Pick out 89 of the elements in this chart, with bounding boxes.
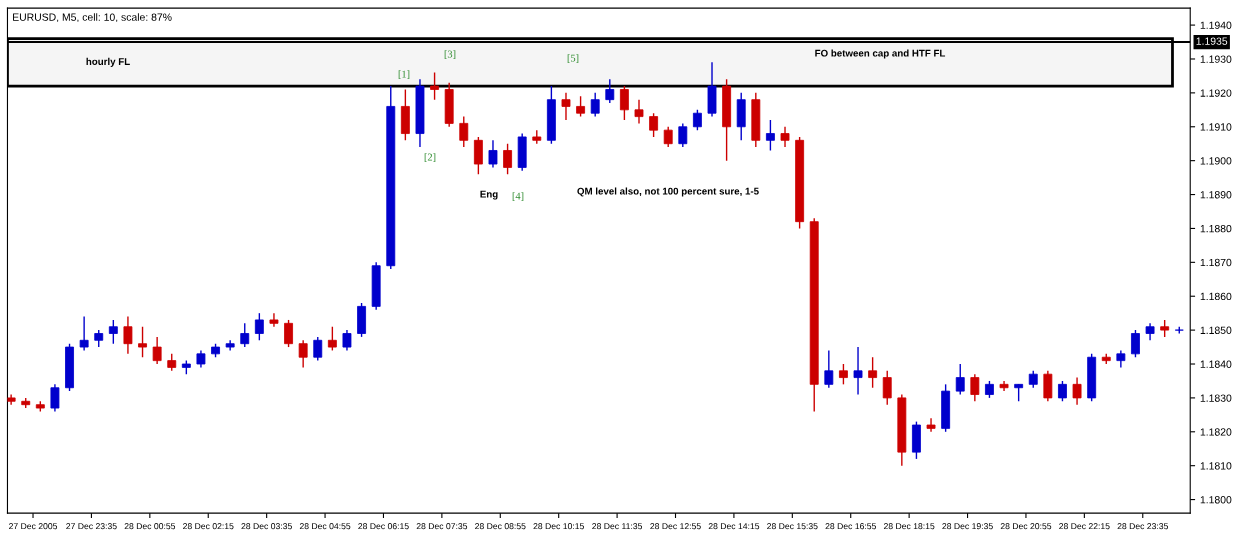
candlestick xyxy=(1131,329,1140,358)
x-tick-label: 28 Dec 07:35 xyxy=(416,523,468,530)
candlestick xyxy=(50,383,60,413)
x-tick-label: 28 Dec 00:55 xyxy=(124,523,176,530)
x-tick-label: 28 Dec 06:15 xyxy=(358,523,409,530)
y-tick-label: 1.1810 xyxy=(1200,462,1232,470)
candlestick xyxy=(838,363,848,386)
band-label: hourly FL xyxy=(86,57,130,67)
x-tick-label: 28 Dec 04:55 xyxy=(299,523,351,530)
candlestick xyxy=(605,78,615,104)
annotation: [3] xyxy=(444,50,456,59)
candlestick xyxy=(882,370,892,406)
candlestick xyxy=(970,373,980,402)
x-tick-label: 28 Dec 18:15 xyxy=(883,523,935,530)
x-tick-label: 28 Dec 22:15 xyxy=(1059,523,1110,530)
candlestick xyxy=(240,322,250,348)
x-tick-label: 28 Dec 11:35 xyxy=(592,523,643,530)
y-tick-label: 1.1920 xyxy=(1200,89,1232,97)
y-tick-label: 1.1890 xyxy=(1200,191,1232,199)
y-tick-label: 1.1800 xyxy=(1200,496,1232,504)
candlestick xyxy=(824,349,834,389)
annotation: QM level also, not 100 percent sure, 1-5 xyxy=(577,187,759,197)
candlestick xyxy=(765,119,775,152)
x-tick-label: 28 Dec 20:55 xyxy=(1000,523,1052,530)
candlestick xyxy=(342,329,352,352)
candlestick xyxy=(313,336,323,362)
y-tick-label: 1.1940 xyxy=(1200,21,1232,29)
candlestick xyxy=(254,312,264,341)
y-tick-label: 1.1860 xyxy=(1200,292,1232,301)
candlestick xyxy=(503,143,513,175)
candlestick xyxy=(430,71,440,101)
x-tick-label: 28 Dec 10:15 xyxy=(533,523,584,530)
x-tick-label: 28 Dec 19:35 xyxy=(942,523,993,530)
candlestick xyxy=(269,312,279,328)
candlestick xyxy=(955,363,965,396)
candlestick xyxy=(868,356,878,389)
candlestick xyxy=(1072,376,1082,406)
candlestick xyxy=(561,92,571,121)
candlestick xyxy=(780,126,790,148)
y-tick-label: 1.1900 xyxy=(1200,157,1232,165)
y-tick-label: 1.1820 xyxy=(1200,428,1232,436)
candlestick xyxy=(473,136,483,175)
chart-title: EURUSD, M5, cell: 10, scale: 87% xyxy=(13,13,172,23)
candlestick xyxy=(1043,370,1053,402)
candlestick xyxy=(678,122,688,148)
x-tick-label: 28 Dec 16:55 xyxy=(825,523,876,530)
candlestick xyxy=(123,315,133,355)
x-tick-label: 27 Dec 2005 xyxy=(9,523,58,530)
candlestick xyxy=(152,336,162,365)
y-tick-label: 1.1840 xyxy=(1200,360,1232,368)
ref-line-label: 1.1935 xyxy=(1196,37,1228,45)
x-tick-label: 28 Dec 12:55 xyxy=(650,523,701,530)
x-tick-label: 28 Dec 02:15 xyxy=(183,523,234,530)
y-tick-label: 1.1850 xyxy=(1200,326,1232,334)
candlestick xyxy=(649,112,659,138)
candlestick xyxy=(663,126,673,148)
annotation: [2] xyxy=(424,153,436,162)
candlestick xyxy=(590,92,600,118)
candlestick xyxy=(327,326,337,352)
candlestick xyxy=(488,139,498,169)
candlestick xyxy=(853,346,863,396)
y-tick-label: 1.1870 xyxy=(1200,258,1232,267)
candlestick xyxy=(692,109,702,131)
candlestick xyxy=(619,85,629,121)
candlestick xyxy=(138,326,147,358)
annotation: [4] xyxy=(512,192,524,201)
x-tick-label: 28 Dec 14:15 xyxy=(708,523,760,530)
annotation: FO between cap and HTF FL xyxy=(815,49,946,59)
candlestick xyxy=(459,115,469,148)
x-tick-label: 28 Dec 03:35 xyxy=(241,523,292,530)
annotation: [1] xyxy=(398,70,410,79)
y-tick-label: 1.1880 xyxy=(1200,224,1232,233)
y-tick-label: 1.1930 xyxy=(1200,55,1232,63)
y-tick-label: 1.1830 xyxy=(1200,394,1232,402)
x-tick-label: 28 Dec 23:35 xyxy=(1117,523,1169,530)
candlestick xyxy=(576,95,586,118)
y-tick-label: 1.1910 xyxy=(1200,123,1232,131)
candlestick xyxy=(1058,380,1067,402)
annotation: Eng xyxy=(480,190,498,200)
candlestick xyxy=(634,98,644,125)
candlestick xyxy=(926,417,936,433)
x-tick-label: 28 Dec 15:35 xyxy=(767,523,818,530)
candlestick xyxy=(108,319,118,345)
x-tick-label: 27 Dec 23:35 xyxy=(66,523,117,530)
candlestick xyxy=(284,319,293,348)
candlestick xyxy=(79,315,89,352)
x-tick-label: 28 Dec 08:55 xyxy=(475,523,526,530)
annotation: [5] xyxy=(567,54,579,63)
candlestick xyxy=(298,339,308,369)
